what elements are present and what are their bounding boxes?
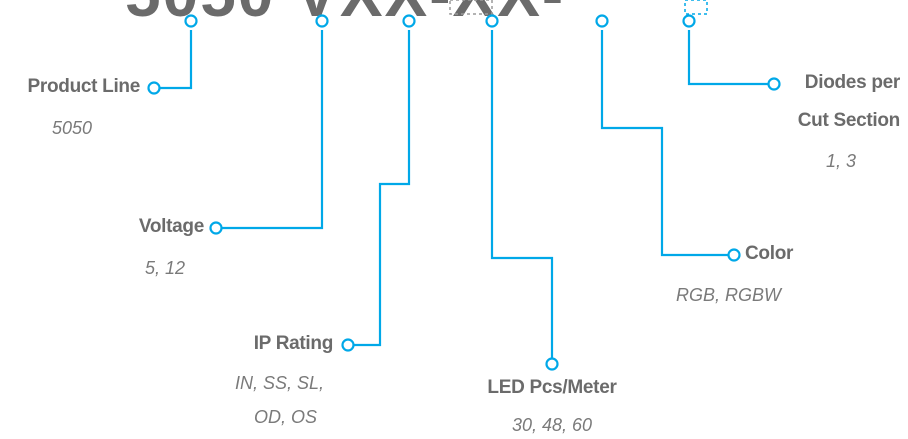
product-line-label: Product Line bbox=[27, 76, 140, 97]
color-label: Color bbox=[745, 243, 794, 264]
node-diodes bbox=[767, 77, 781, 91]
node-top-led-pcs bbox=[485, 14, 499, 28]
ip-rating-values-line1: IN, SS, SL, bbox=[235, 373, 325, 393]
voltage-label: Voltage bbox=[138, 216, 204, 237]
color-values: RGB, RGBW bbox=[676, 285, 782, 305]
node-top-product-line bbox=[184, 14, 198, 28]
node-top-color bbox=[595, 14, 609, 28]
placeholder-box-b bbox=[684, 0, 708, 15]
part-code-header: 5050 VXX-XX- bbox=[125, 0, 708, 30]
diodes-label-line1: Diodes per bbox=[804, 72, 901, 93]
product-line-values: 5050 bbox=[52, 118, 93, 138]
connectors bbox=[147, 14, 781, 371]
led-pcs-label: LED Pcs/Meter bbox=[487, 377, 617, 398]
node-ip-rating bbox=[341, 338, 355, 352]
ip-rating-label: IP Rating bbox=[253, 333, 334, 354]
node-product-line bbox=[147, 81, 161, 95]
node-top-voltage bbox=[315, 14, 329, 28]
connector-led-pcs bbox=[490, 30, 554, 358]
connector-voltage bbox=[222, 30, 324, 230]
connector-color bbox=[600, 30, 728, 257]
placeholder-box-a bbox=[449, 0, 493, 15]
node-color bbox=[727, 248, 741, 262]
connector-ip-rating bbox=[354, 30, 411, 347]
diodes-label-line2: Cut Section bbox=[797, 110, 901, 131]
node-led-pcs bbox=[545, 357, 559, 371]
node-voltage bbox=[209, 221, 223, 235]
node-top-ip-rating bbox=[402, 14, 416, 28]
connector-diodes bbox=[687, 30, 768, 86]
connector-product-line bbox=[160, 30, 193, 90]
led-pcs-values: 30, 48, 60 bbox=[511, 415, 593, 435]
voltage-values: 5, 12 bbox=[145, 258, 186, 278]
node-top-diodes bbox=[682, 14, 696, 28]
diodes-values: 1, 3 bbox=[826, 151, 857, 171]
ip-rating-values-line2: OD, OS bbox=[254, 407, 318, 427]
